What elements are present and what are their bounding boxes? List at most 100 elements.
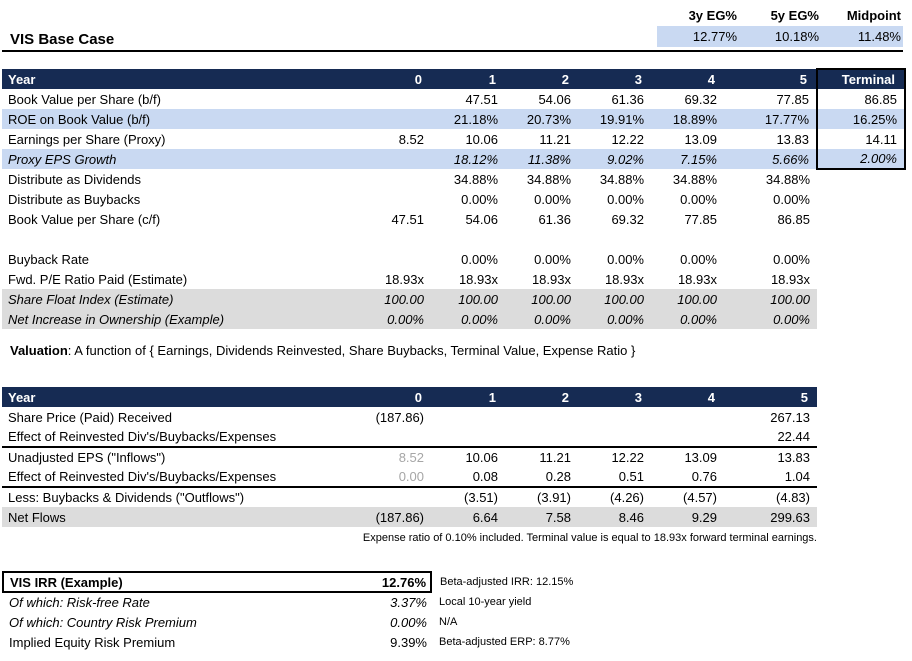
row-label: ROE on Book Value (b/f)	[2, 109, 352, 129]
valuation-table-header-row: Year 0 1 2 3 4 5	[2, 387, 817, 407]
cell-value	[431, 407, 505, 427]
cell-value: 0.00%	[724, 309, 817, 329]
valuation-note-bold: Valuation	[10, 343, 68, 358]
table-row: Proxy EPS Growth 18.12% 11.38% 9.02% 7.15% 5.…	[2, 149, 906, 170]
cell-value: (187.86)	[352, 507, 431, 527]
cell-value	[505, 407, 578, 427]
cell-value: (3.51)	[464, 490, 498, 505]
column-header: 2	[505, 387, 578, 407]
terminal-value	[817, 289, 905, 309]
cell-value: 100.00	[431, 289, 505, 309]
cell-value: 0.28	[505, 467, 578, 488]
terminal-value	[817, 209, 905, 229]
valuation-note: Valuation: A function of { Earnings, Div…	[2, 343, 905, 359]
terminal-value	[817, 269, 905, 289]
cell-value: 7.58	[505, 507, 578, 527]
cell-value: 8.52	[398, 131, 424, 147]
cell-value: 0.00%	[680, 251, 717, 267]
table-row: Buyback Rate 0.00% 0.00% 0.00% 0.00% 0.00%	[2, 249, 905, 269]
metric-label-5y: 5y EG%	[770, 8, 819, 23]
row-label: Share Price (Paid) Received	[8, 409, 173, 425]
column-header: 3	[578, 387, 651, 407]
row-label: Distribute as Dividends	[8, 171, 141, 187]
cell-value	[651, 229, 724, 249]
row-label: Fwd. P/E Ratio Paid (Estimate)	[8, 271, 188, 287]
metric-value-midpoint: 11.48%	[821, 26, 903, 47]
table-row: Share Price (Paid) Received (187.86) 267.1…	[2, 407, 817, 427]
cell-value	[578, 229, 651, 249]
irr-row: Of which: Country Risk Premium 0.00% N/A	[3, 612, 901, 632]
cell-value: 61.36	[611, 91, 644, 107]
cell-value: 100.00	[651, 289, 724, 309]
cell-value: 11.21	[539, 450, 571, 465]
page-header: VIS Base Case 3y EG% 5y EG% Midpoint 12.…	[2, 2, 903, 52]
table-row: Net Flows (187.86) 6.64 7.58 8.46 9.29 299.63	[2, 507, 817, 527]
cell-value: (187.86)	[375, 409, 424, 425]
terminal-value	[817, 169, 905, 189]
cell-value: 0.00%	[607, 191, 644, 207]
eg-metrics-table: 3y EG% 5y EG% Midpoint 12.77% 10.18% 11.…	[657, 5, 903, 47]
cell-value: 0.00%	[607, 251, 644, 267]
row-label: Proxy EPS Growth	[2, 149, 352, 169]
cell-value: (4.26)	[610, 490, 644, 505]
row-label: Share Float Index (Estimate)	[2, 289, 352, 309]
table-row: Less: Buybacks & Dividends ("Outflows") (…	[2, 487, 817, 507]
cell-value: 100.00	[505, 289, 578, 309]
cell-value: 13.09	[684, 450, 717, 465]
cell-value: 0.00%	[651, 309, 724, 329]
table-row	[2, 229, 905, 249]
cell-value: 0.00%	[680, 191, 717, 207]
irr-row-note: N/A	[439, 616, 458, 628]
irr-row-label: Of which: Country Risk Premium	[9, 614, 197, 630]
row-label: Book Value per Share (b/f)	[8, 91, 161, 107]
cell-value: 10.06	[465, 450, 498, 465]
model-table-header-row: Year 0 1 2 3 4 5 Terminal	[2, 68, 906, 89]
cell-value: 22.44	[724, 427, 817, 448]
metric-label-midpoint: Midpoint	[846, 8, 901, 23]
irr-row-label: Of which: Risk-free Rate	[9, 595, 150, 610]
column-header: 0	[352, 387, 431, 407]
row-label: Less: Buybacks & Dividends ("Outflows")	[8, 490, 245, 505]
cell-value: 100.00	[724, 289, 817, 309]
terminal-value: 16.25%	[816, 109, 906, 129]
irr-row-note: Local 10-year yield	[439, 596, 532, 608]
table-row: Fwd. P/E Ratio Paid (Estimate) 18.93x 18.9…	[2, 269, 905, 289]
table-row: Net Increase in Ownership (Example) 0.00%…	[2, 309, 905, 329]
cell-value	[724, 229, 817, 249]
cell-value: 21.18%	[431, 109, 505, 129]
cell-value: 11.38%	[505, 149, 578, 169]
irr-row-value: 9.39%	[390, 634, 427, 650]
irr-row-note: Beta-adjusted ERP: 8.77%	[439, 636, 570, 648]
cell-value: 13.83	[776, 131, 809, 147]
metrics-header-row: 3y EG% 5y EG% Midpoint	[657, 5, 903, 26]
column-header: 1	[431, 387, 505, 407]
cell-value: 1.04	[724, 467, 817, 488]
cell-value: 69.32	[611, 211, 644, 227]
cell-value: 0.00%	[534, 191, 571, 207]
irr-row-note: Beta-adjusted IRR: 12.15%	[440, 576, 574, 588]
table-row: Book Value per Share (b/f) 47.51 54.06 61.3…	[2, 89, 906, 109]
column-header: 5	[724, 69, 817, 89]
column-header-year: Year	[2, 387, 352, 407]
cell-value: 12.22	[611, 450, 644, 465]
cell-value: 34.88%	[453, 171, 498, 187]
metric-label-3y: 3y EG%	[688, 8, 737, 23]
cell-value: 20.73%	[505, 109, 578, 129]
row-label: Book Value per Share (c/f)	[8, 211, 161, 227]
cell-value: 100.00	[352, 289, 431, 309]
cell-value: 8.52	[398, 450, 424, 465]
expense-ratio-footnote: Expense ratio of 0.10% included. Termina…	[362, 532, 817, 544]
cell-value: 18.93x	[384, 271, 424, 287]
row-label: Net Increase in Ownership (Example)	[2, 309, 352, 329]
table-row: Earnings per Share (Proxy) 8.52 10.06 11.21…	[2, 129, 906, 149]
cell-value	[352, 189, 431, 209]
cell-value: 12.22	[611, 131, 644, 147]
cell-value: 47.51	[465, 91, 498, 107]
cell-value: 0.00%	[578, 309, 651, 329]
cell-value	[352, 89, 431, 109]
table-row: Distribute as Buybacks 0.00% 0.00% 0.00% 0.0…	[2, 189, 905, 209]
cell-value: 34.88%	[765, 171, 810, 187]
cell-value: 0.76	[651, 467, 724, 488]
metrics-value-row: 12.77% 10.18% 11.48%	[657, 26, 903, 47]
